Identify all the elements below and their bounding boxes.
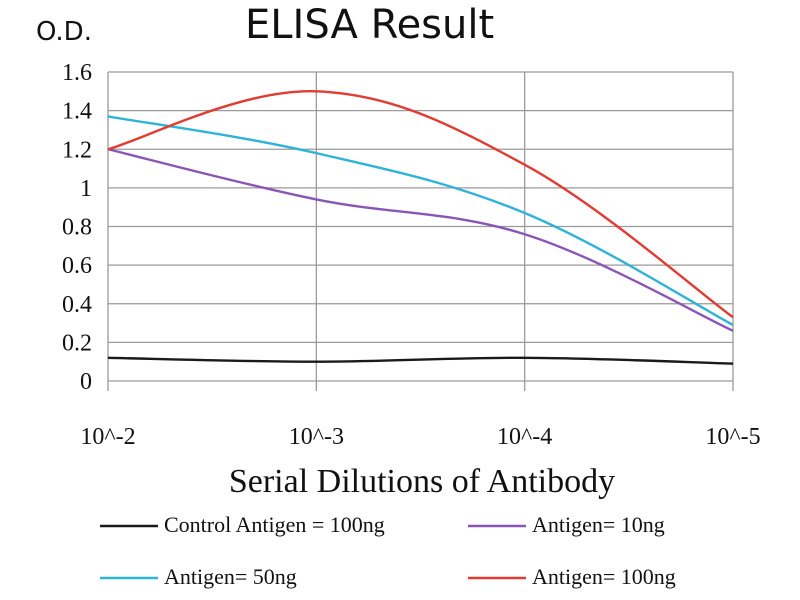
legend-label: Antigen= 10ng	[532, 512, 665, 537]
y-tick-label: 1.6	[62, 60, 92, 86]
y-tick-labels: 0 0.2 0.4 0.6 0.8 1 1.2 1.4 1.6	[62, 60, 92, 395]
x-axis-label: Serial Dilutions of Antibody	[229, 463, 615, 500]
y-axis-label: O.D.	[36, 17, 92, 47]
y-tick-label: 1.2	[62, 137, 92, 163]
y-tick-label: 0.8	[62, 215, 92, 241]
x-tick-label: 10^-2	[80, 424, 135, 450]
legend-label: Antigen= 100ng	[532, 564, 676, 589]
chart-title: ELISA Result	[245, 2, 494, 48]
y-tick-label: 1	[80, 176, 92, 202]
x-tick-labels: 10^-2 10^-3 10^-4 10^-5	[80, 424, 760, 450]
y-tick-label: 1.4	[62, 99, 92, 125]
legend: Control Antigen = 100ng Antigen= 10ng Anti…	[100, 512, 676, 589]
legend-label: Antigen= 50ng	[164, 564, 297, 589]
y-tick-label: 0.4	[62, 292, 92, 318]
x-tick-label: 10^-3	[289, 424, 344, 450]
y-tick-label: 0.6	[62, 253, 92, 279]
x-tick-label: 10^-4	[497, 424, 552, 450]
legend-label: Control Antigen = 100ng	[164, 512, 385, 537]
series-line-antigen-10ng	[107, 148, 734, 332]
grid-lines	[107, 71, 734, 391]
y-tick-label: 0	[80, 369, 92, 395]
x-tick-label: 10^-5	[705, 424, 760, 450]
series-line-antigen-100ng	[107, 90, 734, 319]
y-tick-label: 0.2	[62, 330, 92, 356]
series-lines	[107, 90, 734, 365]
series-line-control-antigen-100ng	[107, 356, 734, 365]
series-line-antigen-50ng	[107, 115, 734, 327]
